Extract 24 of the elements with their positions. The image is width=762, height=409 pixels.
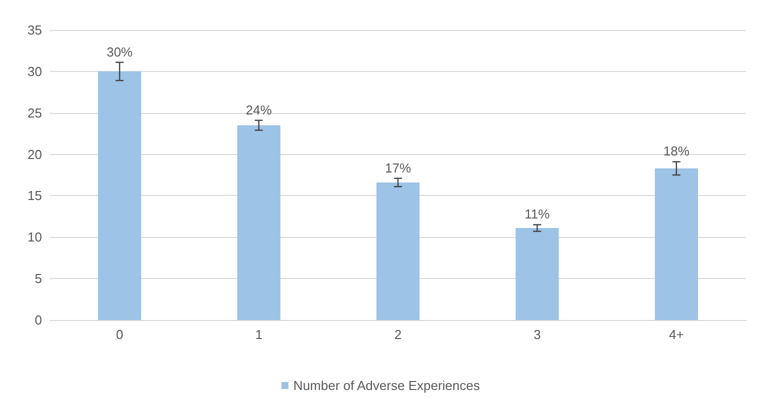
y-tick-label: 5 — [34, 271, 42, 286]
y-tick-label: 25 — [28, 105, 42, 120]
y-tick-label: 10 — [28, 230, 42, 245]
x-tick-label: 0 — [116, 327, 124, 342]
bar — [98, 71, 142, 320]
data-label: 24% — [246, 102, 272, 118]
x-tick-label: 4+ — [668, 327, 684, 342]
y-tick-label: 15 — [28, 188, 42, 204]
x-tick-label: 2 — [394, 327, 402, 342]
data-label: 11% — [524, 206, 550, 222]
x-tick-label: 3 — [534, 327, 541, 342]
data-label: 17% — [384, 160, 412, 176]
bar — [237, 125, 280, 320]
y-tick-label: 0 — [34, 312, 42, 328]
legend-label: Number of Adverse Experiences — [293, 378, 480, 393]
data-label: 18% — [663, 144, 690, 159]
bar — [654, 168, 698, 320]
data-label: 30% — [106, 44, 134, 60]
bar — [376, 182, 420, 320]
x-tick-label: 1 — [255, 327, 262, 342]
bar — [516, 228, 559, 320]
y-tick-label: 30 — [28, 64, 42, 79]
y-tick-label: 20 — [28, 146, 42, 162]
y-tick-label: 35 — [28, 22, 42, 38]
